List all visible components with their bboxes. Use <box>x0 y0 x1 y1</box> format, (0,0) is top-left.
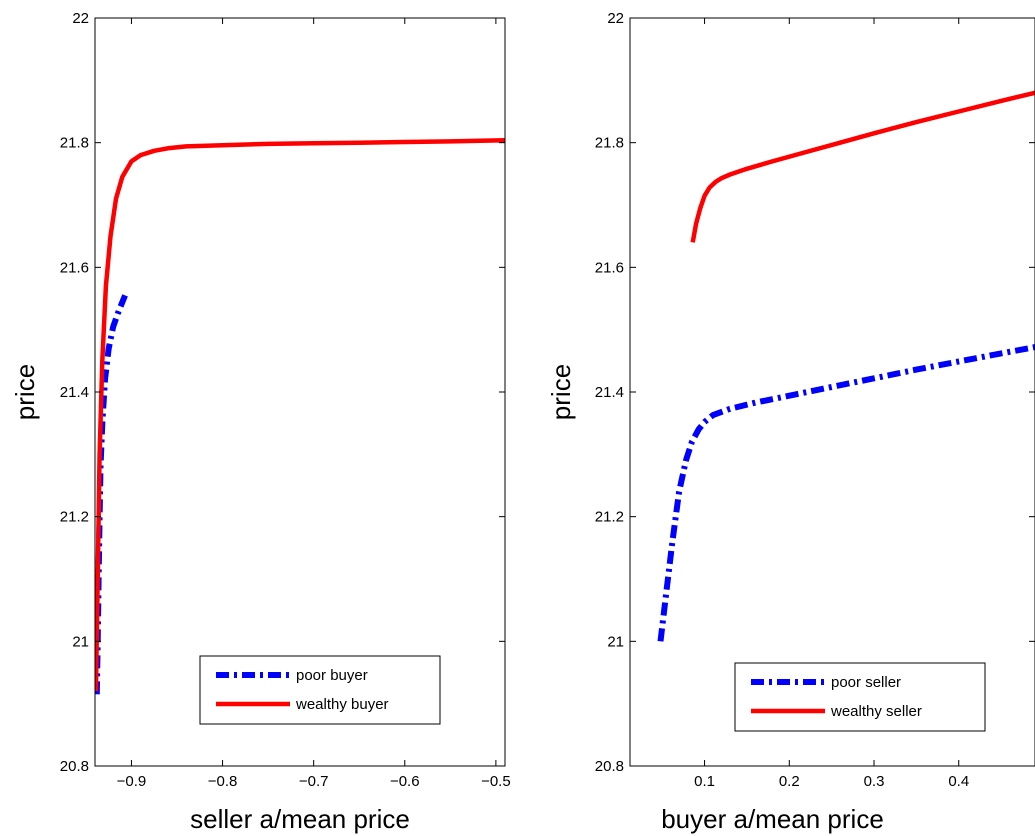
legend-label-1: poor buyer <box>296 667 368 684</box>
y-tick-label: 21.4 <box>60 384 89 401</box>
x-tick-label: 0.4 <box>948 773 969 790</box>
x-axis-label: buyer a/mean price <box>661 804 884 834</box>
legend-label-2: wealthy buyer <box>295 696 389 713</box>
legend-box <box>734 662 986 732</box>
y-tick-label: 21.6 <box>595 259 624 276</box>
y-tick-label: 21.2 <box>595 509 624 526</box>
y-tick-label: 21.8 <box>595 135 624 152</box>
y-tick-label: 20.8 <box>60 758 89 775</box>
series-line-2 <box>690 90 1035 243</box>
x-tick-label: −0.7 <box>299 773 329 790</box>
y-tick-label: 21.8 <box>60 135 89 152</box>
y-tick-label: 21.4 <box>595 384 624 401</box>
plot-frame <box>94 17 506 767</box>
x-tick-label: 0.2 <box>779 773 800 790</box>
chart-panel-1: 20.8 21 21.2 21.4 21.6 21.8 22 −0.9 −0.8 −0.7 −0.6… <box>10 10 511 834</box>
plot-frame <box>629 17 1035 767</box>
y-tick-label: 21.6 <box>60 259 89 276</box>
x-tick-label: −0.9 <box>117 773 147 790</box>
y-tick-label: 22 <box>72 10 89 27</box>
y-axis-label: price <box>546 364 576 420</box>
y-axis-label: price <box>10 364 40 420</box>
x-axis-label: seller a/mean price <box>190 804 410 834</box>
y-tick-label: 21 <box>607 633 624 650</box>
legend-label-1: poor seller <box>831 674 901 691</box>
legend: poor seller wealthy seller <box>734 662 986 732</box>
x-tick-label: 0.3 <box>864 773 885 790</box>
x-tick-label: 0.1 <box>694 773 715 790</box>
y-tick-label: 21 <box>72 633 89 650</box>
x-tick-label: −0.6 <box>390 773 420 790</box>
series-line-1 <box>657 344 1035 642</box>
y-tick-label: 20.8 <box>595 758 624 775</box>
legend-box <box>199 655 441 725</box>
x-tick-label: −0.5 <box>481 773 511 790</box>
chart-panel-2: 20.8 21 21.2 21.4 21.6 21.8 22 0.1 0.2 0.3 0.4 buye… <box>546 10 1035 834</box>
y-tick-label: 22 <box>607 10 624 27</box>
legend: poor buyer wealthy buyer <box>199 655 441 725</box>
legend-label-2: wealthy seller <box>830 703 922 720</box>
series-line-2 <box>95 137 505 692</box>
y-tick-label: 21.2 <box>60 509 89 526</box>
x-tick-label: −0.8 <box>208 773 238 790</box>
